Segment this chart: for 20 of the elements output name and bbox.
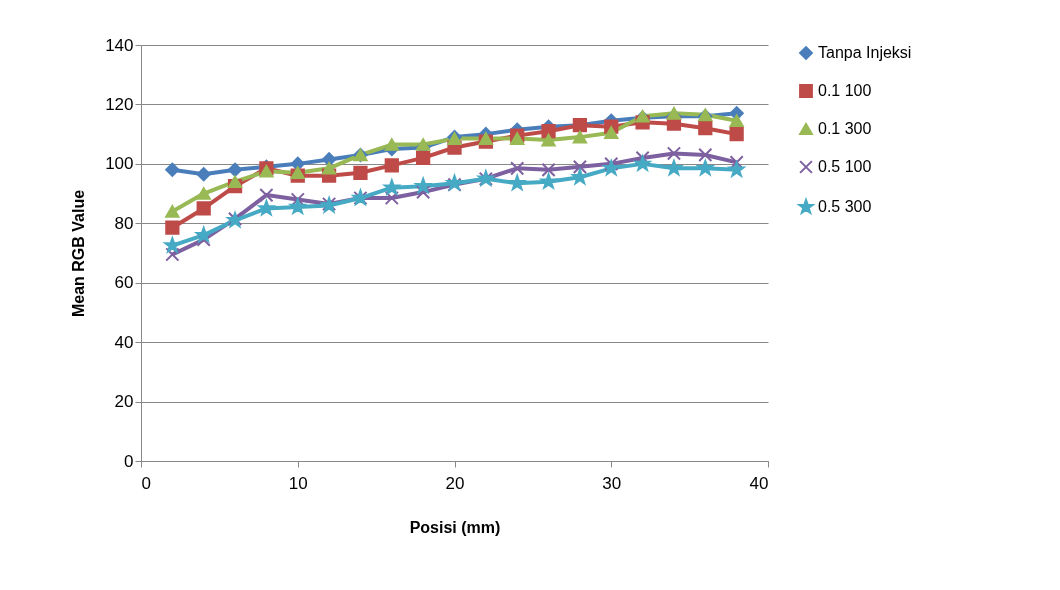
y-tick-label: 60 bbox=[114, 273, 134, 293]
y-tick-label: 80 bbox=[114, 213, 134, 233]
x-tick-label: 30 bbox=[602, 473, 622, 493]
y-tick-label: 140 bbox=[105, 35, 134, 55]
legend-label: Tanpa Injeksi bbox=[818, 44, 912, 61]
legend-label: 0.5 300 bbox=[818, 198, 872, 215]
legend-label: 0.1 100 bbox=[818, 82, 872, 99]
y-tick-label: 20 bbox=[114, 392, 134, 412]
legend-label: 0.5 100 bbox=[818, 158, 872, 175]
legend-label: 0.1 300 bbox=[818, 120, 872, 137]
y-axis-title: Mean RGB Value bbox=[70, 189, 88, 318]
x-tick-label: 40 bbox=[749, 473, 769, 493]
x-tick-label: 10 bbox=[288, 473, 308, 493]
y-tick-label: 100 bbox=[105, 154, 134, 174]
y-tick-label: 0 bbox=[124, 451, 134, 471]
x-tick-label: 0 bbox=[141, 473, 151, 493]
y-tick-label: 120 bbox=[105, 94, 134, 114]
y-tick-label: 40 bbox=[114, 332, 134, 352]
x-tick-label: 20 bbox=[445, 473, 465, 493]
x-axis-title: Posisi (mm) bbox=[409, 518, 501, 536]
